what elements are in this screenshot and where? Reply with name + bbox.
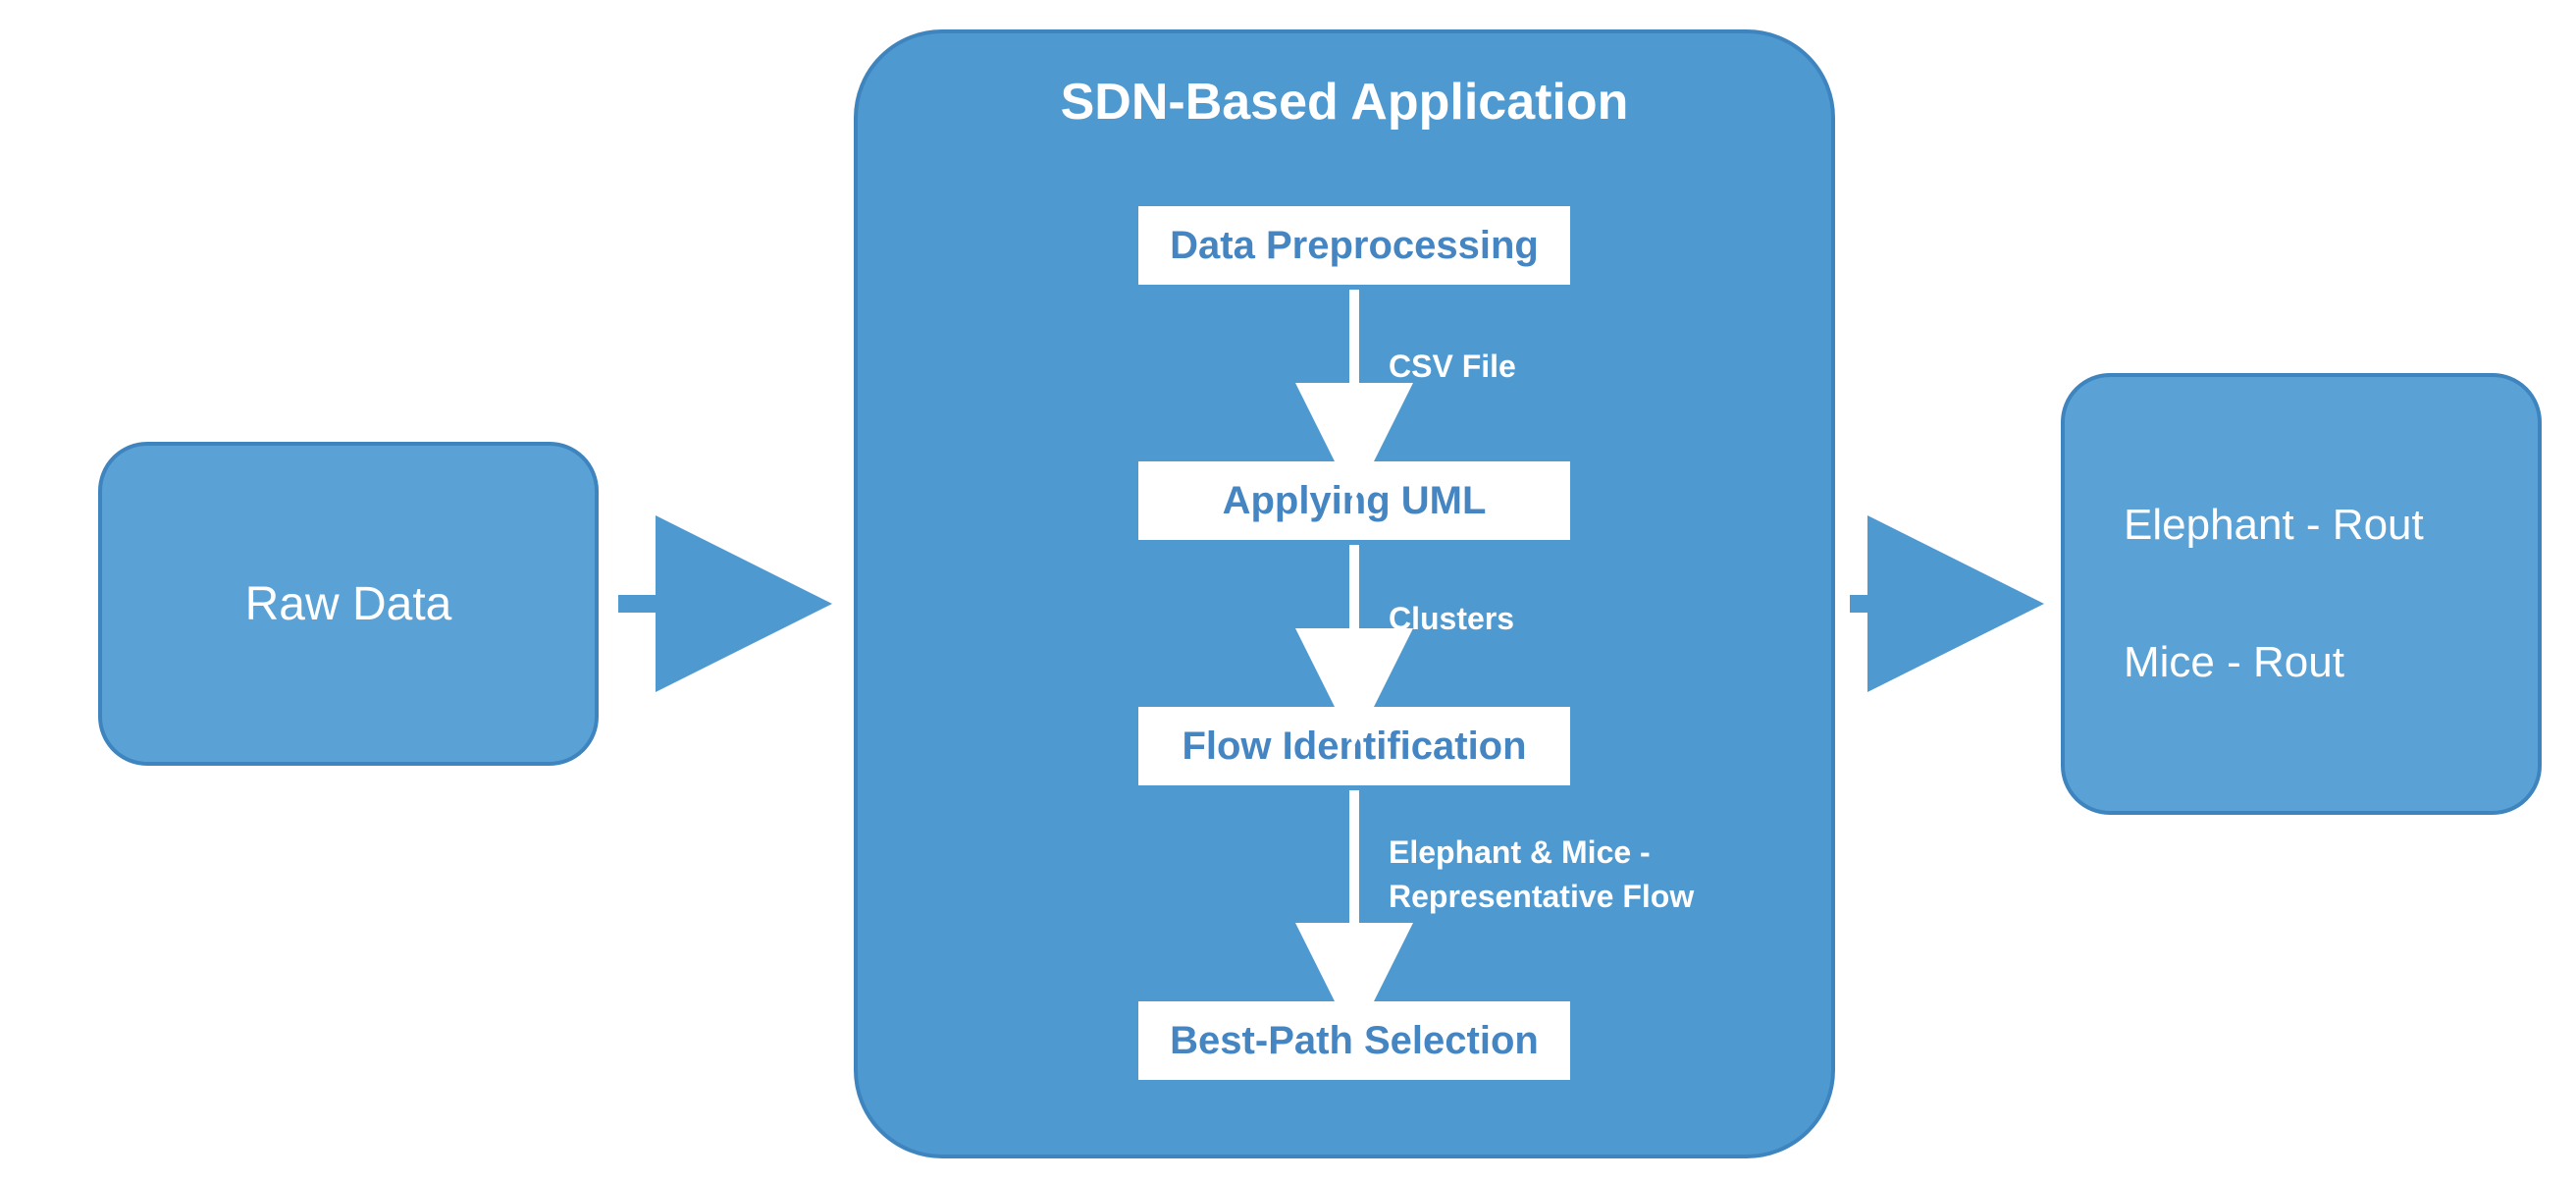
inner-arrow-3-label-line1: Elephant & Mice - bbox=[1389, 834, 1651, 871]
raw-data-node: Raw Data bbox=[98, 442, 599, 766]
step-label: Data Preprocessing bbox=[1170, 224, 1539, 268]
step-data-preprocessing: Data Preprocessing bbox=[1138, 206, 1570, 285]
step-label: Flow Identification bbox=[1182, 725, 1526, 769]
arrow-main-to-output bbox=[1850, 579, 2056, 628]
inner-arrow-1 bbox=[1344, 290, 1364, 461]
step-best-path-selection: Best-Path Selection bbox=[1138, 1001, 1570, 1080]
inner-arrow-2-label: Clusters bbox=[1389, 601, 1514, 637]
output-line-2: Mice - Rout bbox=[2124, 638, 2538, 687]
output-line-1: Elephant - Rout bbox=[2124, 501, 2538, 550]
raw-data-label: Raw Data bbox=[245, 577, 452, 631]
output-node: Elephant - Rout Mice - Rout bbox=[2061, 373, 2542, 815]
step-label: Best-Path Selection bbox=[1170, 1019, 1539, 1063]
inner-arrow-3-label-line2: Representative Flow bbox=[1389, 879, 1694, 915]
inner-arrow-1-label: CSV File bbox=[1389, 349, 1516, 385]
inner-arrow-2 bbox=[1344, 545, 1364, 707]
step-applying-uml: Applying UML bbox=[1138, 461, 1570, 540]
arrow-raw-to-main bbox=[618, 579, 844, 628]
sdn-application-title: SDN-Based Application bbox=[1061, 73, 1629, 132]
step-flow-identification: Flow Identification bbox=[1138, 707, 1570, 785]
inner-arrow-3 bbox=[1344, 790, 1364, 1001]
step-label: Applying UML bbox=[1223, 479, 1487, 523]
